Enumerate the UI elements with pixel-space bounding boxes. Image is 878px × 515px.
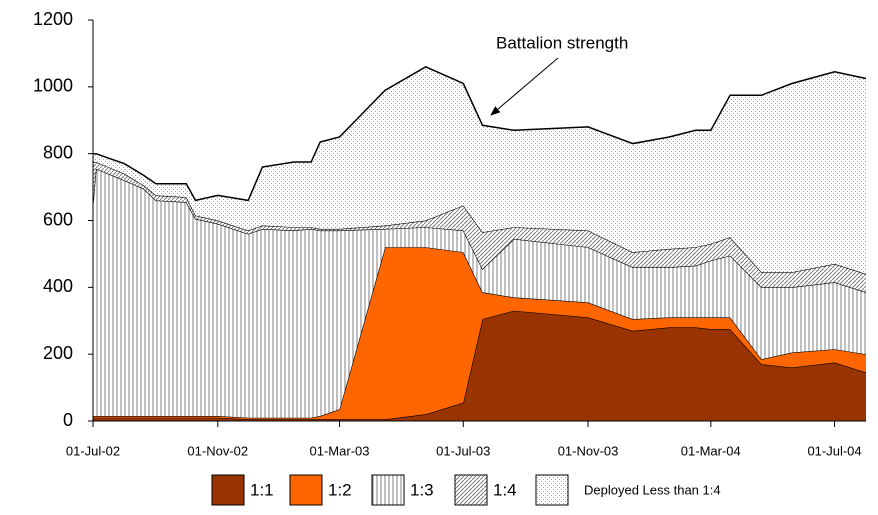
area <box>93 162 866 293</box>
legend-label: 1:2 <box>328 480 352 499</box>
legend-swatch <box>289 474 323 506</box>
legend-swatch <box>371 474 405 506</box>
area <box>93 310 866 421</box>
x-tick-label: 01-Mar-03 <box>310 443 370 458</box>
x-tick-label: 01-Jul-03 <box>436 443 490 458</box>
legend-label: 1:1 <box>250 480 274 499</box>
area <box>93 168 866 418</box>
x-tick-label: 01-Nov-03 <box>558 443 619 458</box>
annotation: Battalion strength <box>496 33 628 52</box>
y-tick-label: 0 <box>63 410 73 430</box>
legend-swatch <box>454 474 488 506</box>
legend-swatch <box>535 474 569 506</box>
x-tick-label: 01-Nov-02 <box>187 443 248 458</box>
area <box>93 66 866 274</box>
y-tick-label: 800 <box>43 142 73 162</box>
y-tick-label: 1000 <box>33 76 73 96</box>
legend-label: 1:4 <box>493 480 517 499</box>
x-tick-label: 01-Jul-04 <box>807 443 861 458</box>
y-tick-label: 600 <box>43 209 73 229</box>
annotation-arrow <box>490 57 559 116</box>
x-tick-label: 01-Jul-02 <box>66 443 120 458</box>
legend-label: 1:3 <box>410 480 434 499</box>
legend-swatch <box>211 474 245 506</box>
y-tick-label: 1200 <box>33 9 73 29</box>
legend-label: Deployed Less than 1:4 <box>584 482 721 497</box>
y-tick-label: 200 <box>43 343 73 363</box>
y-tick-label: 400 <box>43 276 73 296</box>
area-edge <box>93 65 867 202</box>
x-tick-label: 01-Mar-04 <box>681 443 741 458</box>
